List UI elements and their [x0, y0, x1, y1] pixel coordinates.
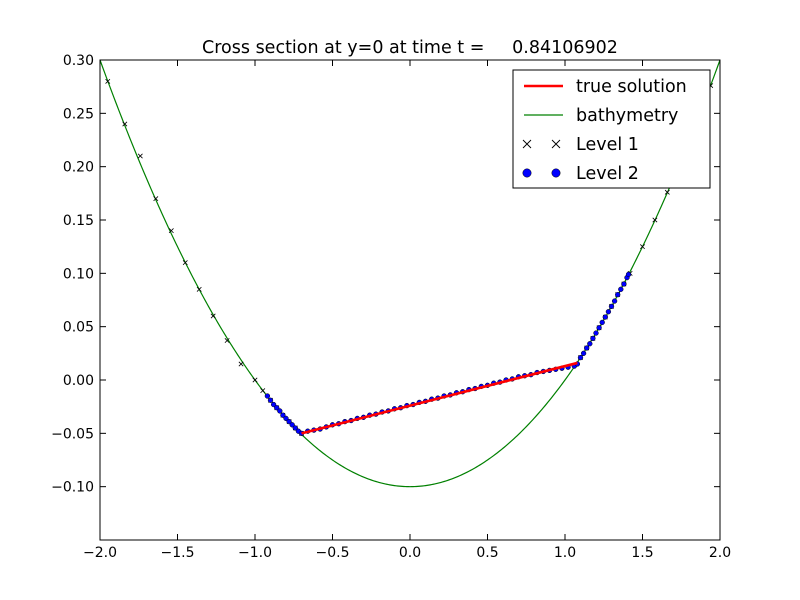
level1-point	[252, 377, 258, 383]
level2-point	[580, 350, 587, 356]
y-tick-label: 0.20	[63, 160, 94, 176]
chart-title: Cross section at y=0 at time t = 0.84106…	[202, 38, 618, 58]
y-tick-label: 0.10	[63, 266, 94, 282]
level2-point	[274, 405, 280, 411]
legend-item: true solution	[524, 77, 687, 97]
y-tick-label: 0.05	[63, 320, 94, 336]
legend-item: Level 1	[522, 135, 639, 155]
y-tick-label: −0.10	[51, 480, 94, 496]
level2-point	[599, 319, 605, 326]
level1-point	[210, 313, 216, 319]
level2-point	[587, 341, 593, 347]
x-tick-label: 1.0	[554, 545, 576, 561]
level2-point	[611, 298, 618, 304]
legend-label: bathymetry	[576, 106, 678, 126]
level2-point	[283, 415, 289, 422]
level2-point	[286, 418, 292, 425]
x-tick-label: 0.0	[399, 545, 421, 561]
y-tick-label: 0.15	[63, 213, 94, 229]
x-tick-label: −2.0	[83, 545, 117, 561]
legend-label: true solution	[576, 77, 687, 97]
level1-point	[224, 338, 230, 344]
level2-point	[618, 286, 624, 292]
level1-point	[168, 228, 174, 234]
level1-point	[260, 388, 266, 394]
level2-point	[264, 393, 271, 399]
true-solution-line	[301, 361, 578, 435]
legend-swatch	[522, 168, 532, 178]
level1-point	[137, 153, 143, 159]
x-tick-label: −0.5	[316, 545, 350, 561]
level1-point	[122, 121, 128, 127]
level2-point	[270, 401, 277, 408]
level2-point	[292, 425, 298, 431]
legend: true solution bathymetry Level 1 Level 2	[512, 69, 711, 189]
legend-item: bathymetry	[524, 106, 678, 126]
level2-point	[277, 408, 283, 414]
level1-point	[652, 217, 658, 223]
plot-data-layer	[100, 60, 720, 488]
legend-swatch	[551, 168, 561, 178]
level1-point	[238, 361, 244, 367]
x-tick-label: 2.0	[709, 545, 731, 561]
level1-point	[664, 189, 670, 195]
level2-point	[605, 309, 612, 315]
legend-label: Level 1	[576, 135, 639, 155]
x-tick-label: −1.5	[161, 545, 195, 561]
level2-point	[615, 292, 621, 298]
level2-point	[289, 422, 295, 428]
level2-point	[577, 354, 584, 361]
level2-point	[267, 397, 274, 403]
x-tick-label: −1.0	[238, 545, 272, 561]
legend-swatch	[522, 139, 532, 149]
legend-label: Level 2	[576, 164, 639, 184]
level1-point	[196, 286, 202, 292]
series-true-solution	[301, 361, 578, 435]
level2-point	[593, 330, 599, 336]
level1-point	[153, 196, 159, 202]
level2-point	[584, 345, 590, 351]
y-tick-label: 0.25	[63, 106, 94, 122]
x-tick-label: 1.5	[631, 545, 653, 561]
legend-box	[512, 69, 711, 189]
level2-point	[590, 335, 596, 342]
legend-item: Level 2	[522, 164, 639, 184]
level1-point	[105, 78, 111, 84]
y-tick-label: 0.30	[63, 53, 94, 69]
level2-point	[608, 303, 615, 310]
y-tick-label: −0.05	[51, 426, 94, 442]
level2-point	[621, 281, 627, 287]
level1-point	[640, 244, 645, 250]
legend-swatch	[551, 139, 561, 149]
y-tick-label: 0.00	[63, 373, 94, 389]
level1-point	[182, 260, 188, 266]
level2-point	[625, 271, 632, 278]
x-tick-label: 0.5	[476, 545, 498, 561]
level2-point	[596, 325, 602, 331]
level2-point	[280, 412, 286, 418]
axes-layer: −2.0 −1.5 −1.0 −0.5 0.0 0.5 1.0 1.5 2.0 0.30 0.25 0…	[51, 53, 731, 561]
level2-point	[602, 314, 608, 320]
